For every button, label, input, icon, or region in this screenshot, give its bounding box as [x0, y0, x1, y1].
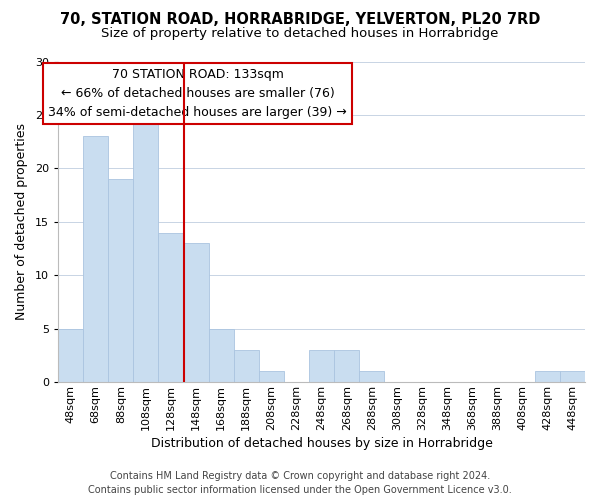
Bar — [209, 328, 234, 382]
Bar — [83, 136, 108, 382]
Bar — [184, 243, 209, 382]
Bar — [334, 350, 359, 382]
Bar — [560, 372, 585, 382]
Bar — [309, 350, 334, 382]
Y-axis label: Number of detached properties: Number of detached properties — [15, 124, 28, 320]
X-axis label: Distribution of detached houses by size in Horrabridge: Distribution of detached houses by size … — [151, 437, 493, 450]
Bar — [58, 328, 83, 382]
Text: Size of property relative to detached houses in Horrabridge: Size of property relative to detached ho… — [101, 28, 499, 40]
Bar — [158, 232, 184, 382]
Bar — [535, 372, 560, 382]
Bar — [133, 115, 158, 382]
Bar — [234, 350, 259, 382]
Bar — [259, 372, 284, 382]
Text: Contains HM Land Registry data © Crown copyright and database right 2024.
Contai: Contains HM Land Registry data © Crown c… — [88, 471, 512, 495]
Bar — [108, 179, 133, 382]
Bar — [359, 372, 384, 382]
Text: 70 STATION ROAD: 133sqm
← 66% of detached houses are smaller (76)
34% of semi-de: 70 STATION ROAD: 133sqm ← 66% of detache… — [49, 68, 347, 119]
Text: 70, STATION ROAD, HORRABRIDGE, YELVERTON, PL20 7RD: 70, STATION ROAD, HORRABRIDGE, YELVERTON… — [60, 12, 540, 28]
